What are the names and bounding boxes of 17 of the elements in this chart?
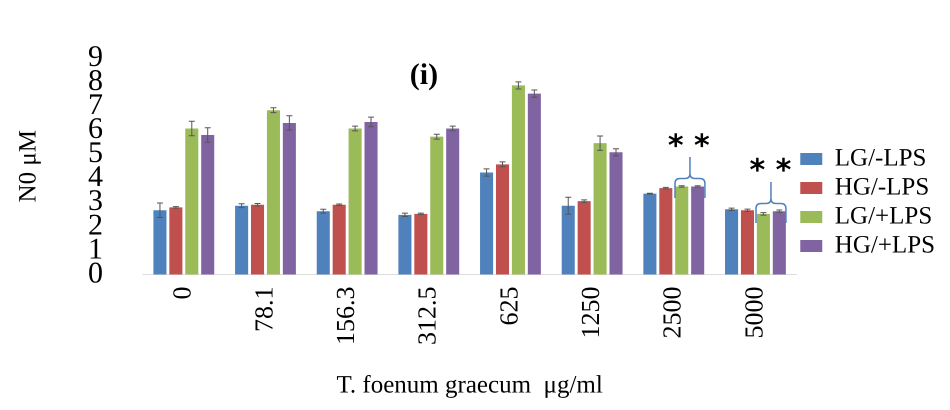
x-axis-title: T. foenum graecum μg/ml [336, 372, 603, 399]
annotation: * * [750, 153, 792, 188]
legend-label: HG/+LPS [834, 232, 935, 259]
x-tick-label: 2500 [658, 286, 687, 338]
x-tick-label: 312.5 [412, 286, 442, 345]
x-tick-label: 78.1 [249, 286, 278, 332]
legend-label: HG/-LPS [834, 174, 930, 201]
y-axis-title: N0 μM [14, 130, 42, 202]
legend-label: LG/-LPS [834, 144, 926, 172]
x-tick-label: 0 [168, 286, 197, 300]
x-tick-label: 625 [494, 286, 524, 326]
annotation: * * [668, 128, 710, 164]
annotation: (i) [410, 58, 438, 91]
x-tick-label: 5000 [739, 286, 768, 338]
x-tick-label: 156.3 [330, 286, 360, 345]
legend-label: LG/+LPS [834, 202, 932, 230]
x-tick-label: 1250 [576, 286, 605, 338]
